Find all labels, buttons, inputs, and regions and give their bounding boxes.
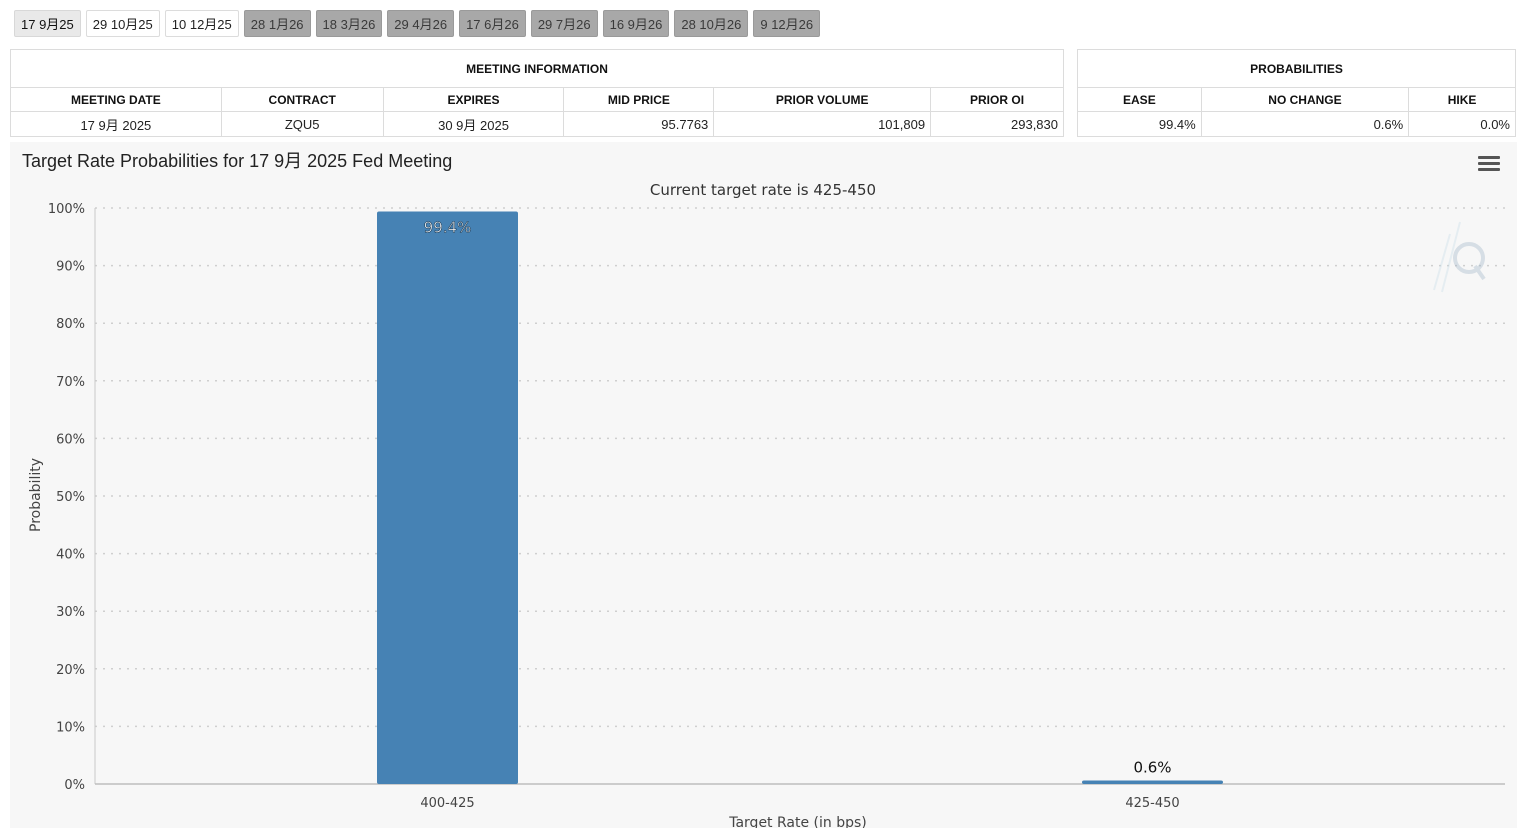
data-label: 0.6% <box>1133 759 1171 777</box>
y-tick-label: 50% <box>56 490 85 505</box>
column-header: MEETING DATE <box>10 87 222 112</box>
tab-meeting-date[interactable]: 17 9月25 <box>14 10 81 37</box>
x-axis: 400-425 425-450 <box>420 796 1179 811</box>
column-header: EASE <box>1077 87 1202 112</box>
column-header: PRIOR OI <box>930 87 1064 112</box>
tab-meeting-date[interactable]: 29 7月26 <box>530 10 598 37</box>
grid-layer <box>95 207 1505 728</box>
tab-meeting-date[interactable]: 16 9月26 <box>602 10 670 37</box>
ease-cell: 99.4% <box>1077 111 1202 137</box>
y-tick-label: 20% <box>56 663 85 678</box>
expires-cell: 30 9月 2025 <box>382 111 565 137</box>
table-row: 17 9月 2025 ZQU5 30 9月 2025 95.7763 101,8… <box>10 111 1064 137</box>
hamburger-menu-icon[interactable] <box>1478 156 1500 174</box>
probabilities-table: PROBABILITIES EASE NO CHANGE HIKE 99.4% … <box>1077 49 1516 137</box>
prior-volume-cell: 101,809 <box>713 111 932 137</box>
column-header: EXPIRES <box>382 87 565 112</box>
y-axis-title: Probability <box>28 458 44 532</box>
column-header: HIKE <box>1408 87 1516 112</box>
tab-meeting-date[interactable]: 28 10月26 <box>674 10 749 37</box>
x-tick-label: 425-450 <box>1125 796 1179 811</box>
meeting-date-cell: 17 9月 2025 <box>10 111 222 137</box>
column-header: NO CHANGE <box>1200 87 1410 112</box>
q-logo-icon <box>1433 221 1486 293</box>
y-tick-label: 100% <box>48 202 85 217</box>
data-label: 99.4% <box>424 218 472 236</box>
column-header: PRIOR VOLUME <box>713 87 932 112</box>
x-tick-label: 400-425 <box>420 796 474 811</box>
no-change-cell: 0.6% <box>1200 111 1410 137</box>
y-tick-label: 40% <box>56 548 85 563</box>
tab-meeting-date[interactable]: 29 4月26 <box>387 10 455 37</box>
tab-meeting-date[interactable]: 18 3月26 <box>315 10 383 37</box>
probabilities-title: PROBABILITIES <box>1077 49 1516 88</box>
column-header: CONTRACT <box>220 87 384 112</box>
y-tick-label: 30% <box>56 605 85 620</box>
chart-title: Target Rate Probabilities for 17 9月 2025… <box>22 151 452 171</box>
y-tick-label: 80% <box>56 317 85 332</box>
tab-meeting-date[interactable]: 17 6月26 <box>459 10 526 37</box>
bar[interactable] <box>377 211 518 784</box>
chart-subtitle: Current target rate is 425-450 <box>650 181 876 199</box>
mid-price-cell: 95.7763 <box>563 111 715 137</box>
meeting-information-table: MEETING INFORMATION MEETING DATE CONTRAC… <box>10 49 1064 137</box>
y-tick-label: 10% <box>56 720 85 735</box>
tab-meeting-date[interactable]: 28 1月26 <box>243 10 311 37</box>
tab-meeting-date[interactable]: 10 12月25 <box>164 10 239 37</box>
target-rate-chart: Target Rate Probabilities for 17 9月 2025… <box>10 142 1517 828</box>
y-tick-label: 60% <box>56 432 85 447</box>
bar[interactable] <box>1082 780 1223 784</box>
column-header: MID PRICE <box>563 87 715 112</box>
hike-cell: 0.0% <box>1408 111 1516 137</box>
tab-meeting-date[interactable]: 9 12月26 <box>753 10 821 37</box>
table-row: 99.4% 0.6% 0.0% <box>1077 111 1516 137</box>
meeting-information-title: MEETING INFORMATION <box>10 49 1064 88</box>
tab-meeting-date[interactable]: 29 10月25 <box>85 10 160 37</box>
y-tick-label: 70% <box>56 375 85 390</box>
prior-oi-cell: 293,830 <box>930 111 1064 137</box>
contract-cell: ZQU5 <box>220 111 384 137</box>
y-tick-label: 90% <box>56 260 85 275</box>
y-tick-label: 0% <box>64 778 85 793</box>
y-axis: 0% 10% 20% 30% 40% 50% 60% 70% 80% 90% 100% <box>48 202 1505 793</box>
x-axis-title: Target Rate (in bps) <box>728 815 867 828</box>
chart-canvas: Target Rate Probabilities for 17 9月 2025… <box>22 151 1505 828</box>
bar-series: 99.4% 0.6% <box>377 211 1223 784</box>
meeting-date-tabs: 17 9月25 29 10月25 10 12月25 28 1月26 18 3月2… <box>14 10 821 37</box>
